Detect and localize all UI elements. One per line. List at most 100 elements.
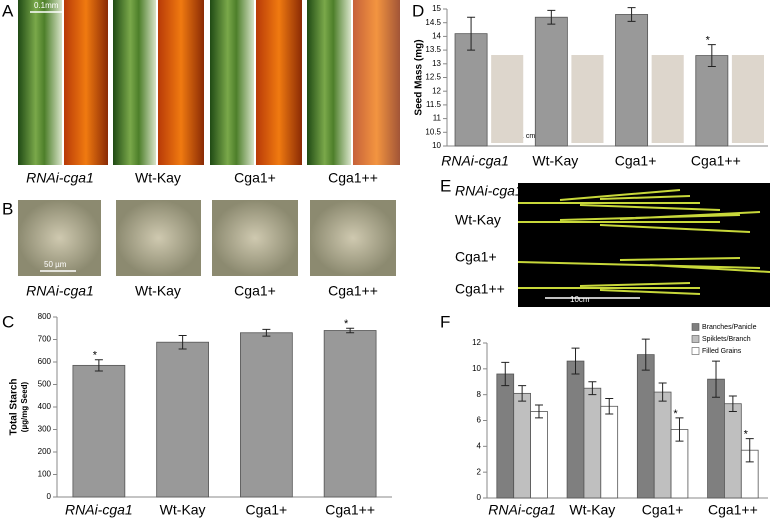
error-bar	[571, 347, 580, 375]
significance-marker: *	[744, 428, 749, 440]
y-tick-label: 800	[38, 312, 52, 321]
y-tick-label: 4	[477, 441, 482, 450]
error-bar	[178, 334, 187, 350]
bar	[530, 411, 548, 499]
error-bar	[94, 359, 103, 372]
legend-swatch	[691, 347, 700, 355]
scale-label: 50 µm	[44, 260, 67, 269]
error-bar	[547, 9, 556, 25]
y-tick-label: 200	[38, 447, 52, 456]
bar	[156, 341, 209, 498]
x-tick-label: RNAi-cga1	[65, 502, 133, 518]
y-tick-label: 600	[38, 357, 52, 366]
error-bar	[518, 385, 527, 402]
panel-b-images	[18, 200, 396, 276]
y-tick-label: 0	[47, 492, 52, 501]
legend-label: Branches/Panicle	[702, 324, 757, 331]
panel-label: E	[440, 176, 451, 195]
bar	[636, 354, 655, 499]
image-caption: RNAi-cga1	[26, 170, 94, 186]
y-tick-label: 0	[477, 493, 482, 502]
bar	[72, 364, 126, 498]
y-tick-label: 12	[472, 338, 481, 347]
image-caption: Wt-Kay	[135, 170, 181, 186]
error-bar	[501, 361, 510, 387]
legend-swatch	[691, 335, 700, 343]
seed-image	[491, 55, 524, 143]
x-tick-label: Cga1++	[325, 502, 375, 518]
panel-label: D	[412, 1, 424, 20]
seed-image	[571, 55, 604, 143]
error-bar	[534, 404, 543, 419]
panel-label: F	[440, 312, 450, 331]
error-bar	[605, 398, 614, 415]
y-tick-label: 6	[477, 416, 482, 425]
y-tick-label: 500	[38, 380, 52, 389]
scale-label: 0.1mm	[34, 1, 59, 10]
y-tick-label: 14.5	[425, 18, 441, 27]
bar	[615, 14, 649, 147]
error-bar	[262, 328, 271, 337]
error-bar	[707, 44, 716, 68]
y-tick-label: 13	[432, 59, 441, 68]
image-caption: Cga1+	[234, 170, 276, 186]
x-tick-label: Wt-Kay	[569, 502, 615, 518]
bar	[583, 387, 602, 499]
y-axis-label: Total Starch	[9, 378, 20, 435]
bar	[566, 360, 585, 499]
image-caption: Cga1+	[234, 283, 276, 299]
x-tick-label: Wt-Kay	[532, 153, 578, 169]
error-bar	[467, 16, 476, 51]
error-bar	[641, 338, 650, 371]
significance-marker: *	[344, 318, 349, 330]
y-tick-label: 13.5	[425, 45, 441, 54]
bar	[534, 16, 568, 147]
error-bar	[627, 7, 636, 22]
significance-marker: *	[93, 350, 98, 362]
y-tick-label: 2	[477, 467, 482, 476]
bar	[695, 55, 729, 147]
x-tick-label: Cga1+	[246, 502, 288, 518]
error-bar	[675, 417, 684, 442]
error-bar	[346, 327, 355, 334]
y-tick-label: 15	[432, 4, 441, 13]
significance-marker: *	[706, 35, 711, 47]
y-tick-label: 8	[477, 390, 482, 399]
error-bar	[745, 438, 754, 463]
image-caption: Cga1++	[328, 170, 378, 186]
y-tick-label: 12.5	[425, 73, 441, 82]
error-bar	[588, 381, 597, 396]
panel-e-image	[517, 183, 771, 307]
image-caption: Cga1+	[455, 249, 497, 265]
image-caption: RNAi-cga1	[26, 283, 94, 299]
bar	[496, 373, 515, 499]
image-caption: Wt-Kay	[135, 283, 181, 299]
legend-label: Filled Grains	[702, 348, 742, 355]
legend-swatch	[691, 323, 700, 331]
legend-label: Spiklets/Branch	[702, 336, 751, 343]
y-tick-label: 700	[38, 335, 52, 344]
y-tick-label: 11	[433, 114, 442, 123]
x-tick-label: RNAi-cga1	[441, 153, 509, 169]
bar	[454, 33, 488, 147]
y-tick-label: 10	[472, 364, 481, 373]
x-tick-label: Cga1+	[642, 502, 684, 518]
seed-image	[731, 55, 764, 143]
x-tick-label: Wt-Kay	[160, 502, 206, 518]
bar	[323, 330, 377, 498]
y-tick-label: 11.5	[426, 100, 442, 109]
x-tick-label: Cga1++	[691, 153, 741, 169]
image-caption: Wt-Kay	[455, 212, 501, 228]
bar	[600, 405, 619, 499]
scale-label: 10cm	[570, 295, 590, 304]
seed-image	[651, 55, 684, 143]
image-caption: Cga1++	[455, 281, 505, 297]
y-tick-label: 10.5	[425, 127, 441, 136]
significance-marker: *	[673, 408, 678, 420]
image-caption: RNAi-cga1	[455, 183, 523, 199]
x-tick-label: RNAi-cga1	[488, 502, 556, 518]
bar	[653, 391, 672, 499]
panel-label: B	[2, 199, 13, 218]
error-bar	[658, 382, 667, 402]
